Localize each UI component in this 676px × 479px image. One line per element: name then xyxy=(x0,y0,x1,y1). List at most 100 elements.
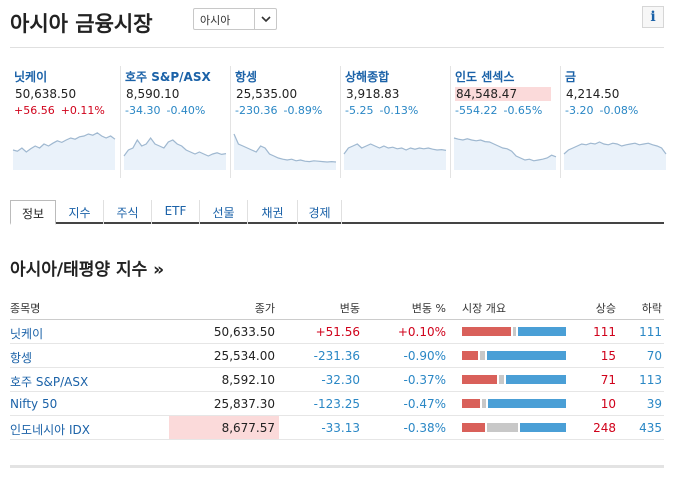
tab-item[interactable]: 지수 xyxy=(56,200,104,224)
tile-change-value: -5.25 xyxy=(345,104,374,117)
unchanged-bar xyxy=(482,399,486,408)
chevron-down-icon[interactable] xyxy=(254,9,276,29)
table-row[interactable]: 닛케이 50,633.50 +51.56 +0.10% 111 111 xyxy=(10,320,664,344)
market-tile[interactable]: 금 4,214.50 -3.20 -0.08% xyxy=(560,66,668,178)
header-last: 종가 xyxy=(254,302,275,315)
advance-bar xyxy=(462,327,511,336)
tile-change-pct: -0.40% xyxy=(166,104,206,117)
row-name-link[interactable]: 호주 S&P/ASX xyxy=(10,375,89,389)
row-last: 25,837.30 xyxy=(213,397,275,411)
tab-item[interactable]: 주식 xyxy=(104,200,152,224)
region-select-label: 아시아 xyxy=(200,14,231,27)
sparkline-chart[interactable] xyxy=(343,124,447,170)
row-advances: 248 xyxy=(593,421,616,435)
tile-change-value: -3.20 xyxy=(565,104,594,117)
sparkline-area xyxy=(234,134,336,170)
row-pct: -0.90% xyxy=(403,349,446,363)
row-name-link[interactable]: 인도네시아 IDX xyxy=(10,423,91,437)
decline-bar xyxy=(506,375,566,384)
tile-change-value: -34.30 xyxy=(125,104,161,117)
tile-change-value: +56.56 xyxy=(14,104,55,117)
row-pct: -0.47% xyxy=(403,397,446,411)
sparkline-area xyxy=(13,132,115,170)
sparkline-area xyxy=(124,138,226,170)
sparkline-area xyxy=(564,142,666,170)
row-change: -123.25 xyxy=(313,397,360,411)
tile-name[interactable]: 인도 센섹스 xyxy=(455,70,515,84)
sparkline-chart[interactable] xyxy=(563,124,667,170)
page-title: 아시아 금융시장 xyxy=(10,12,153,36)
tile-change-pct: -0.65% xyxy=(503,104,543,117)
tile-name[interactable]: 상해종합 xyxy=(345,70,390,84)
table-row[interactable]: Nifty 50 25,837.30 -123.25 -0.47% 10 39 xyxy=(10,392,664,416)
advance-bar xyxy=(462,399,480,408)
unchanged-bar xyxy=(499,375,504,384)
table-row[interactable]: 호주 S&P/ASX 8,592.10 -32.30 -0.37% 71 113 xyxy=(10,368,664,392)
market-tile[interactable]: 호주 S&P/ASX 8,590.10 -34.30 -0.40% xyxy=(120,66,228,178)
tile-change: +56.56 +0.11% xyxy=(14,104,111,117)
sparkline-line xyxy=(453,137,557,162)
sparkline-chart[interactable] xyxy=(123,124,227,170)
tile-name[interactable]: 항셍 xyxy=(235,70,258,84)
section-title[interactable]: 아시아/태평양 지수 » xyxy=(10,260,165,280)
info-icon[interactable]: i xyxy=(642,6,664,28)
decline-bar xyxy=(518,327,566,336)
tile-name[interactable]: 닛케이 xyxy=(14,70,48,84)
decline-bar xyxy=(488,399,566,408)
row-declines: 39 xyxy=(646,397,662,411)
tab-item[interactable]: 선물 xyxy=(200,200,248,224)
unchanged-bar xyxy=(513,327,516,336)
tab-item[interactable]: ETF xyxy=(152,200,200,224)
tile-price: 50,638.50 xyxy=(15,87,77,101)
tile-change-pct: -0.13% xyxy=(379,104,419,117)
row-last: 25,534.00 xyxy=(213,349,275,363)
tab-item[interactable]: 채권 xyxy=(248,200,298,224)
row-pct: -0.38% xyxy=(403,421,446,435)
tile-price: 4,214.50 xyxy=(566,87,620,101)
row-name-link[interactable]: Nifty 50 xyxy=(10,397,58,411)
row-declines: 111 xyxy=(639,325,662,339)
sparkline-chart[interactable] xyxy=(453,124,557,170)
row-change: -32.30 xyxy=(321,373,360,387)
tile-change-value: -230.36 xyxy=(235,104,278,117)
advance-bar xyxy=(462,423,485,432)
table-row[interactable]: 항셍 25,534.00 -231.36 -0.90% 15 70 xyxy=(10,344,664,368)
tile-change: -34.30 -0.40% xyxy=(125,104,211,117)
market-tile[interactable]: 닛케이 50,638.50 +56.56 +0.11% xyxy=(10,66,118,178)
sparkline-chart[interactable] xyxy=(233,124,337,170)
tab-item[interactable]: 정보 xyxy=(10,200,56,225)
tab-bar: 정보 지수 주식 ETF 선물 채권 경제 xyxy=(10,200,664,225)
tile-change: -5.25 -0.13% xyxy=(345,104,424,117)
header-pct: 변동 % xyxy=(411,302,446,315)
region-select[interactable]: 아시아 xyxy=(193,8,277,30)
row-advances: 15 xyxy=(600,349,616,363)
tile-change-value: -554.22 xyxy=(455,104,498,117)
sparkline-chart[interactable] xyxy=(12,124,116,170)
row-declines: 70 xyxy=(646,349,662,363)
market-tile[interactable]: 인도 센섹스 84,548.47 -554.22 -0.65% xyxy=(450,66,558,178)
tile-price: 25,535.00 xyxy=(236,87,298,101)
tile-name[interactable]: 호주 S&P/ASX xyxy=(125,70,211,84)
row-advances: 71 xyxy=(600,373,616,387)
advance-bar xyxy=(462,351,478,360)
header-up: 상승 xyxy=(595,302,616,315)
row-pct: +0.10% xyxy=(397,325,446,339)
tile-name[interactable]: 금 xyxy=(565,70,577,84)
row-advances: 10 xyxy=(600,397,616,411)
tile-change-pct: -0.89% xyxy=(283,104,323,117)
unchanged-bar xyxy=(480,351,485,360)
tile-change: -554.22 -0.65% xyxy=(455,104,548,117)
row-name-link[interactable]: 항셍 xyxy=(10,351,33,365)
sparkline-line xyxy=(343,143,447,155)
row-name-link[interactable]: 닛케이 xyxy=(10,327,44,341)
tab-item[interactable]: 경제 xyxy=(298,200,342,224)
market-tile[interactable]: 항셍 25,535.00 -230.36 -0.89% xyxy=(230,66,338,178)
header-down: 하락 xyxy=(641,302,662,315)
row-change: -33.13 xyxy=(321,421,360,435)
row-last: 50,633.50 xyxy=(213,325,275,339)
market-tile[interactable]: 상해종합 3,918.83 -5.25 -0.13% xyxy=(340,66,448,178)
tile-price: 3,918.83 xyxy=(346,87,400,101)
tile-price: 84,548.47 xyxy=(455,87,551,101)
table-row[interactable]: 인도네시아 IDX 8,677.57 -33.13 -0.38% 248 435 xyxy=(10,416,664,440)
sparkline-line xyxy=(123,136,227,157)
